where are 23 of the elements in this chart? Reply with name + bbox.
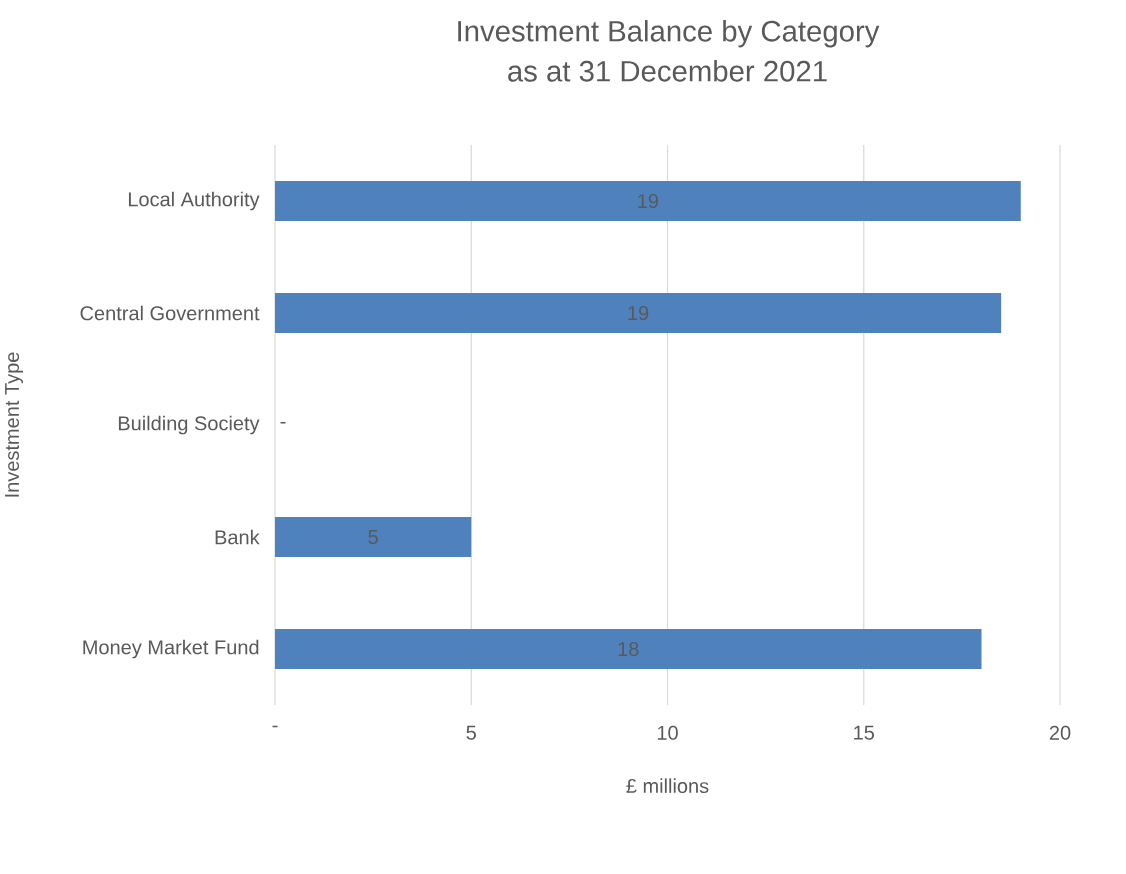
x-tick-label: - (272, 725, 278, 728)
x-tick-label: 15 (854, 725, 875, 740)
data-label: 19 (638, 193, 659, 209)
data-label: 18 (618, 641, 639, 657)
y-axis-title: Investment Type (5, 352, 23, 497)
y-tick-label: Bank (215, 529, 260, 545)
y-tick-label: Building Society (118, 415, 260, 435)
data-label: 5 (368, 530, 378, 544)
x-tick-label: 5 (466, 725, 476, 740)
chart-subtitle: as at 31 December 2021 (508, 60, 827, 82)
x-tick-label: 10 (657, 725, 678, 740)
bar (275, 629, 982, 670)
bar (275, 181, 1021, 221)
data-label: 19 (628, 305, 649, 321)
y-tick-label: Central Government (80, 305, 260, 321)
bar (275, 293, 1002, 334)
y-tick-label: Money Market Fund (83, 639, 259, 659)
x-axis-title: £ millions (626, 778, 709, 794)
data-label: - (280, 421, 286, 424)
x-tick-label: 20 (1049, 725, 1071, 740)
chart-title: Investment Balance by Category (458, 20, 880, 48)
bar (275, 517, 472, 557)
y-tick-label: Local Authority (128, 191, 260, 211)
